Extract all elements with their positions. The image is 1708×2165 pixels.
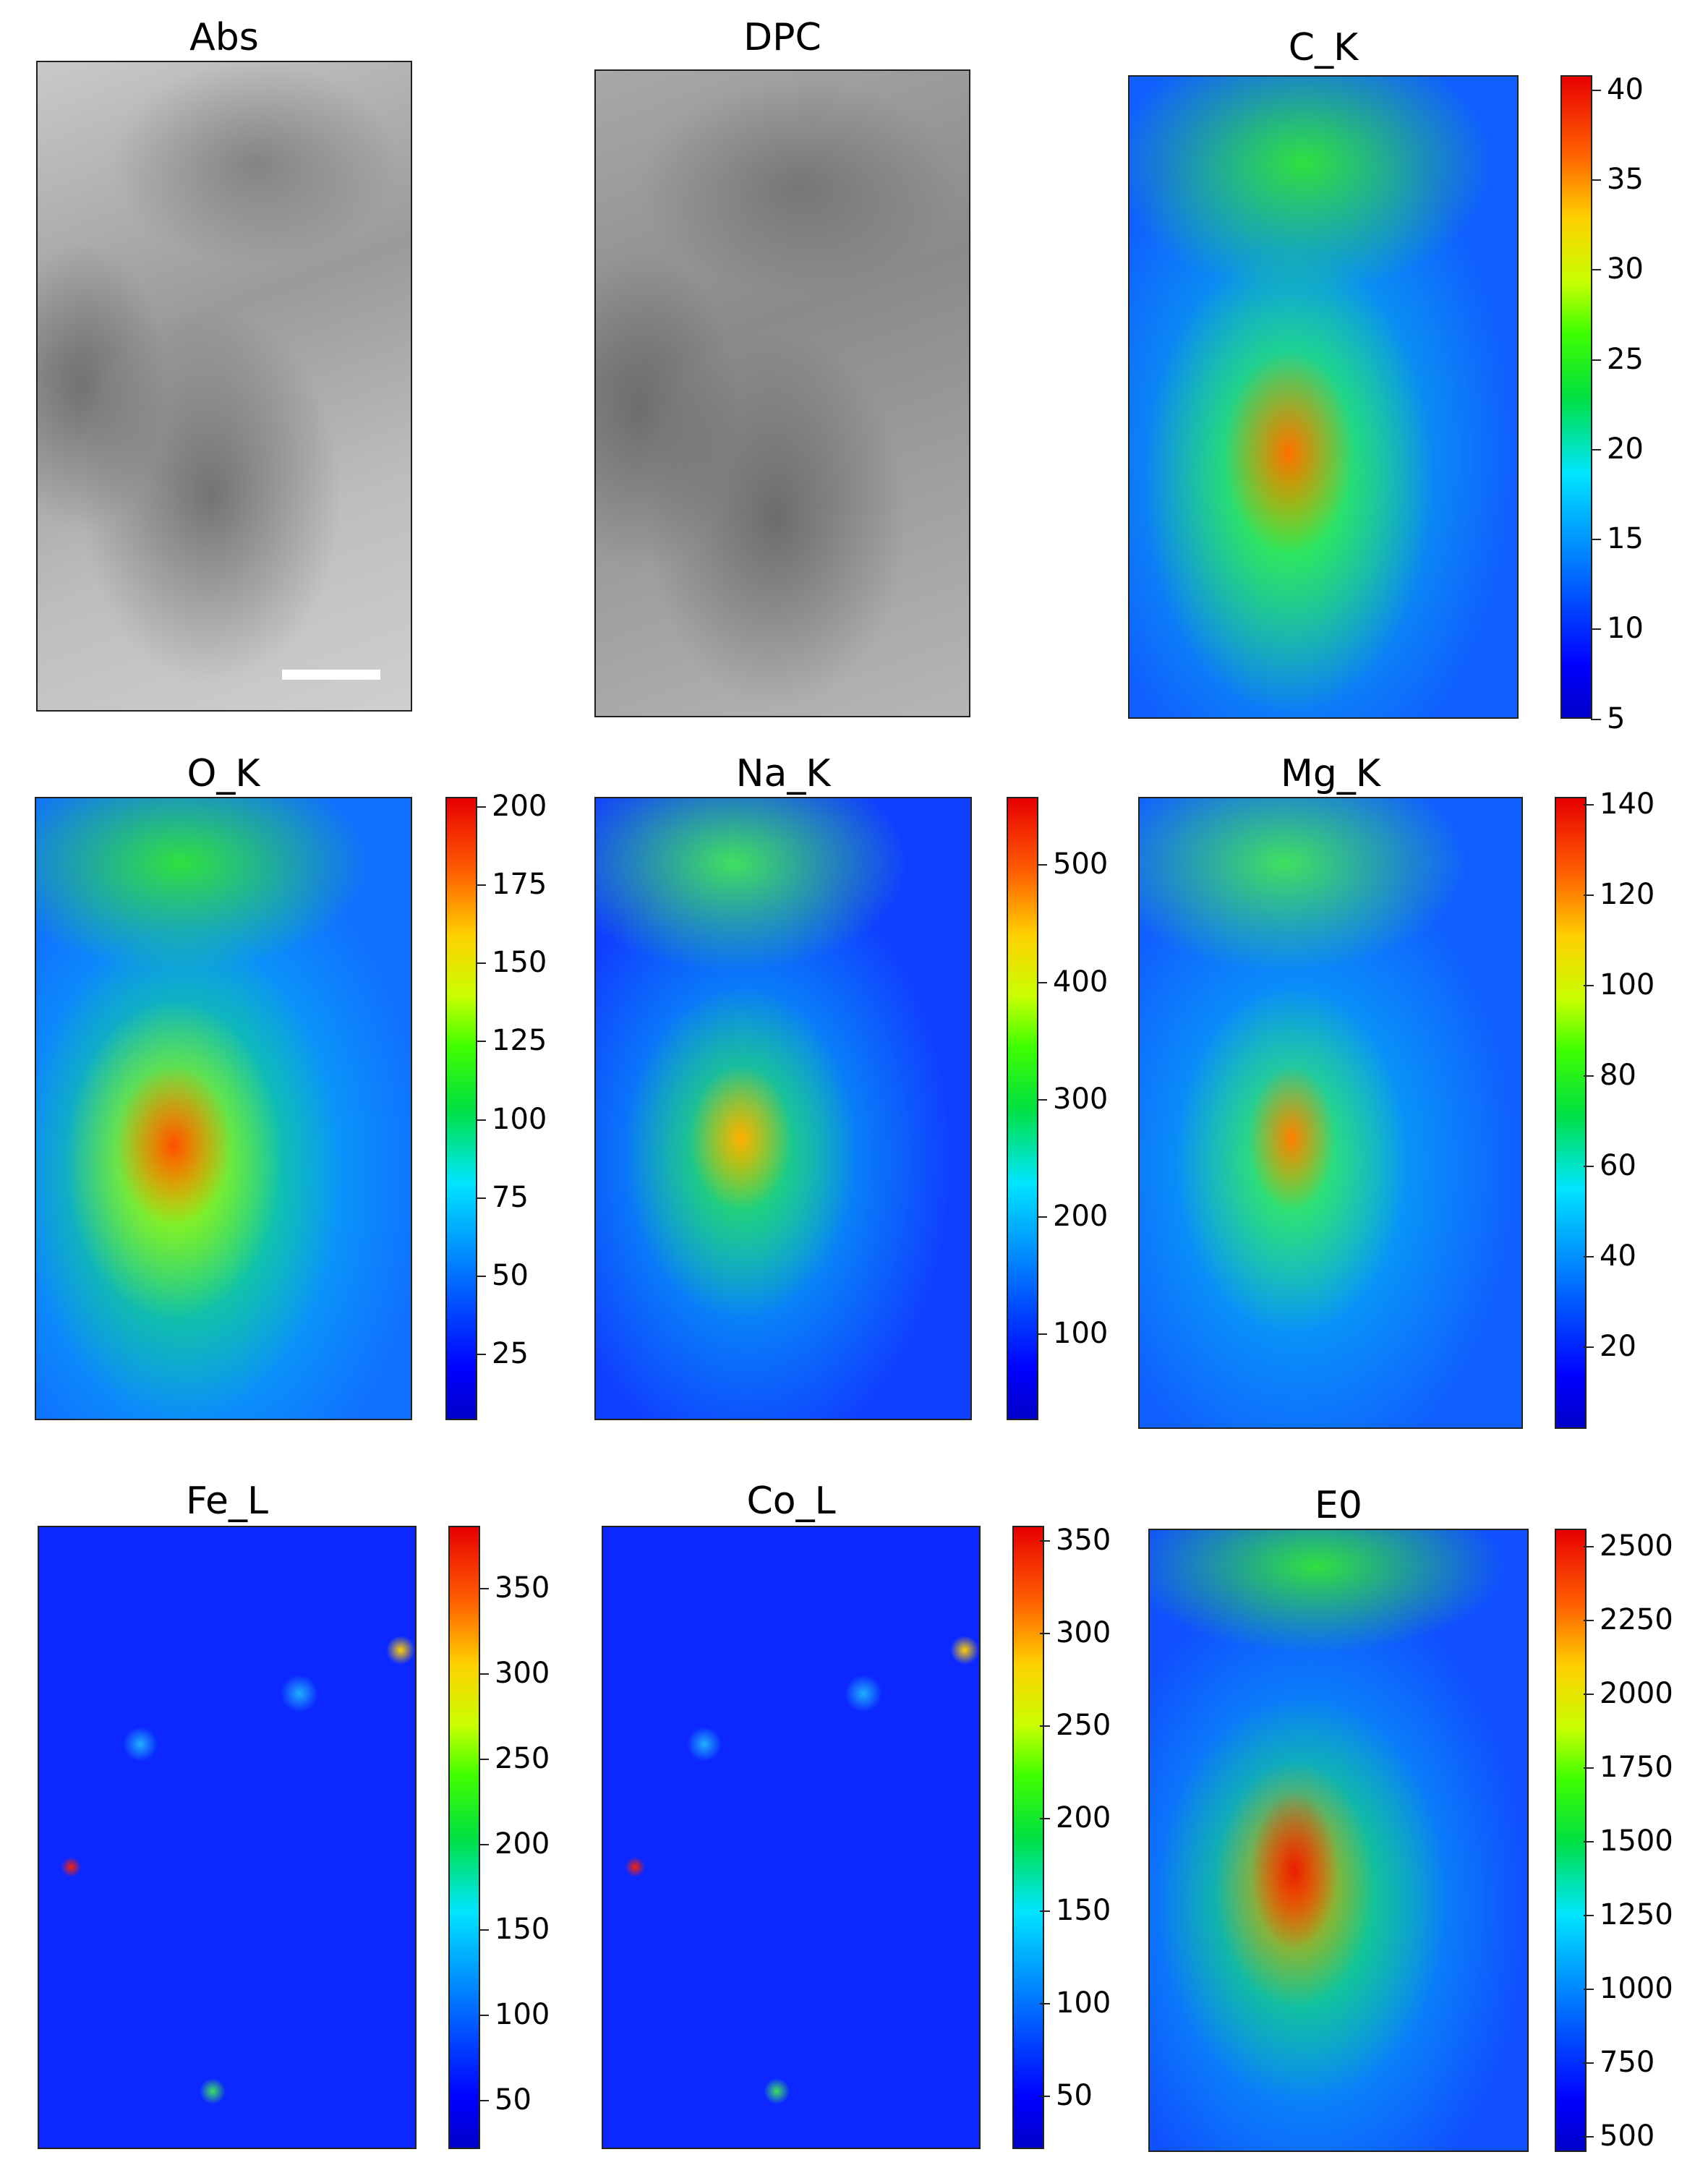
ok-colorbar [445,797,477,1420]
tick-label: 100 [1039,1986,1111,2020]
tick-label: 350 [1039,1524,1111,1557]
tick-label: 500 [1583,2119,1655,2153]
tick-label: 20 [1584,1330,1636,1363]
abs-image [36,61,412,712]
tick-label: 75 [476,1181,529,1214]
e0-map [1148,1529,1529,2152]
tick-label: 300 [1039,1616,1111,1649]
tick-label: 150 [478,1913,550,1946]
tick-label: 200 [478,1827,550,1861]
nak-map [594,797,972,1420]
tick-label: 200 [475,790,547,823]
ok-map [35,797,412,1420]
tick-label: 100 [1036,1317,1109,1350]
tick-label: 40 [1591,73,1644,106]
tick-label: 100 [478,1998,550,2031]
panel-title-fel: Fe_L [185,1479,269,1523]
tick-label: 10 [1591,612,1644,645]
tick-label: 350 [478,1571,550,1605]
tick-label: 250 [478,1742,550,1775]
col-map [602,1526,981,2149]
tick-label: 200 [1036,1200,1109,1233]
tick-label: 100 [1583,968,1655,1002]
mgk-colorbar [1555,797,1587,1429]
tick-label: 2250 [1584,1603,1673,1636]
fel-map [38,1526,417,2149]
panel-title-mgk: Mg_K [1281,752,1380,795]
panel-title-dpc: DPC [743,16,821,59]
tick-label: 120 [1583,878,1655,911]
tick-label: 30 [1591,252,1644,286]
tick-label: 400 [1036,965,1109,999]
tick-label: 750 [1583,2046,1655,2079]
tick-label: 20 [1591,432,1644,466]
tick-label: 200 [1039,1801,1111,1835]
tick-label: 80 [1584,1059,1636,1092]
tick-label: 50 [479,2083,531,2117]
scale-bar [282,670,380,680]
panel-title-ck: C_K [1288,26,1359,69]
tick-label: 500 [1036,847,1109,881]
tick-label: 150 [1039,1894,1111,1927]
tick-label: 5 [1590,702,1626,735]
tick-label: 175 [475,868,547,901]
col-colorbar [1012,1526,1044,2149]
tick-label: 50 [1040,2079,1093,2112]
tick-label: 15 [1591,522,1644,555]
tick-label: 300 [1036,1082,1109,1116]
tick-label: 1750 [1584,1751,1673,1784]
dpc-image [594,69,970,717]
tick-label: 2500 [1584,1529,1673,1563]
tick-label: 100 [475,1103,547,1136]
tick-label: 140 [1583,787,1655,821]
tick-label: 125 [475,1024,547,1057]
ck-colorbar [1560,75,1592,719]
tick-label: 150 [475,946,547,979]
ck-map [1128,75,1519,719]
mgk-map [1138,797,1523,1429]
tick-label: 25 [476,1337,529,1370]
panel-title-col: Co_L [746,1479,836,1523]
tick-label: 1250 [1584,1898,1673,1931]
nak-colorbar [1007,797,1038,1420]
tick-label: 60 [1584,1149,1636,1182]
tick-label: 1000 [1584,1972,1673,2005]
tick-label: 40 [1584,1239,1636,1273]
tick-label: 35 [1591,163,1644,196]
tick-label: 250 [1039,1709,1111,1742]
tick-label: 2000 [1584,1677,1673,1710]
tick-label: 1500 [1584,1824,1673,1858]
e0-colorbar [1555,1529,1587,2152]
fel-colorbar [448,1526,480,2149]
panel-title-e0: E0 [1315,1484,1362,1527]
tick-label: 50 [476,1259,529,1292]
tick-label: 25 [1591,343,1644,376]
panel-title-abs: Abs [189,16,259,59]
panel-title-ok: O_K [187,752,260,795]
panel-title-nak: Na_K [735,752,831,795]
tick-label: 300 [478,1657,550,1690]
